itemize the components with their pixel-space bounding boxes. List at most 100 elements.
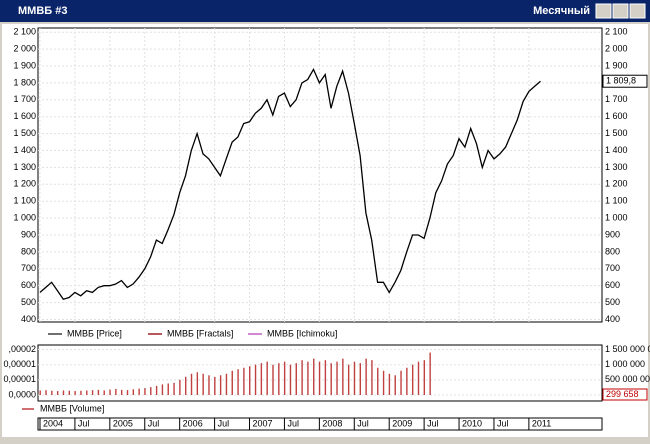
x-tick-label: 2004: [43, 418, 63, 428]
volume-bar: [318, 361, 321, 395]
volume-bar: [283, 361, 286, 395]
x-tick-label: Jul: [497, 418, 509, 428]
volume-bar: [272, 364, 274, 395]
volume-bar: [411, 364, 414, 395]
volume-bar: [74, 391, 76, 395]
y-tick-label: 500: [21, 297, 36, 307]
y-tick-label: 1 300: [13, 162, 36, 172]
close-button[interactable]: [629, 3, 646, 19]
volume-bar: [51, 390, 53, 395]
volume-bar: [324, 360, 327, 395]
y-tick-label-right: 1 000: [605, 212, 628, 222]
volume-bar: [347, 364, 350, 395]
volume-bar: [62, 390, 65, 395]
volume-bar: [237, 369, 239, 395]
volume-tick-label: 1 500 000 0: [605, 344, 650, 354]
volume-bar: [336, 361, 338, 395]
x-tick-label: Jul: [427, 418, 439, 428]
volume-bar: [173, 382, 175, 395]
maximize-button[interactable]: [612, 3, 629, 19]
volume-left-label: ,00002: [8, 344, 36, 354]
volume-bar: [190, 373, 193, 395]
volume-bar: [266, 361, 268, 395]
y-tick-label-right: 400: [605, 314, 620, 324]
volume-bar: [307, 361, 309, 395]
volume-bar: [301, 360, 303, 395]
volume-bar: [243, 367, 245, 395]
volume-bar: [225, 373, 228, 395]
volume-bar: [120, 389, 123, 395]
y-tick-label: 1 800: [13, 77, 36, 87]
x-tick-label: 2011: [532, 418, 551, 428]
volume-bar: [45, 390, 47, 395]
volume-bar: [185, 376, 187, 395]
volume-bar: [406, 367, 408, 395]
window-title: ММВБ #3: [18, 5, 67, 17]
volume-bar: [429, 352, 431, 395]
y-tick-label-right: 600: [605, 280, 620, 290]
y-tick-label: 1 100: [13, 196, 36, 206]
x-tick-label: 2005: [113, 418, 133, 428]
volume-bar: [423, 360, 426, 395]
plot-frame: [37, 27, 603, 323]
legend-label: ММВБ [Fractals]: [167, 328, 233, 338]
volume-legend-label: ММВБ [Volume]: [40, 403, 104, 413]
volume-bar: [295, 363, 297, 395]
volume-bar: [400, 370, 402, 395]
y-tick-label-right: 1 700: [605, 94, 628, 104]
y-tick-label-right: 1 600: [605, 111, 628, 121]
y-tick-label-right: 500: [605, 297, 620, 307]
volume-bar: [371, 360, 373, 395]
y-tick-label: 600: [21, 280, 36, 290]
y-tick-label: 1 500: [13, 128, 36, 138]
volume-bar: [167, 383, 169, 395]
y-tick-label-right: 2 000: [605, 43, 628, 53]
volume-bar: [254, 364, 257, 395]
volume-bar: [231, 370, 233, 395]
volume-last-value: 299 658: [606, 389, 639, 399]
minimize-button[interactable]: [595, 3, 612, 19]
volume-bar: [109, 389, 111, 395]
volume-bar: [155, 385, 158, 395]
y-tick-label: 2 000: [13, 43, 36, 53]
volume-bar: [91, 390, 94, 395]
volume-bar: [365, 358, 367, 395]
volume-bar: [353, 361, 356, 395]
volume-bar: [179, 379, 181, 395]
y-tick-label: 400: [21, 314, 36, 324]
y-tick-label-right: 1 100: [605, 196, 628, 206]
y-tick-label: 1 700: [13, 94, 36, 104]
volume-bar: [150, 387, 152, 395]
volume-bar: [278, 363, 280, 395]
volume-bar: [115, 388, 117, 395]
y-tick-label-right: 1 500: [605, 128, 628, 138]
volume-bar: [342, 358, 344, 395]
y-tick-label: 1 000: [13, 212, 36, 222]
volume-bar: [249, 366, 251, 395]
volume-bar: [382, 370, 385, 395]
y-tick-label: 700: [21, 263, 36, 273]
volume-tick-label: 1 000 000: [605, 359, 645, 369]
volume-bar: [161, 384, 164, 395]
volume-bar: [138, 388, 140, 395]
x-tick-label: Jul: [357, 418, 369, 428]
volume-bar: [97, 389, 100, 395]
y-tick-label-right: 700: [605, 263, 620, 273]
y-tick-label-right: 2 100: [605, 27, 628, 37]
volume-left-label: 0,00001: [3, 374, 36, 384]
volume-bar: [132, 389, 135, 395]
title-bar: [0, 0, 650, 22]
last-value-box: [602, 74, 648, 88]
volume-bar: [359, 363, 361, 395]
volume-bar: [260, 363, 263, 395]
y-tick-label: 1 600: [13, 111, 36, 121]
legend-label: ММВБ [Price]: [67, 328, 122, 338]
volume-bar: [219, 375, 222, 395]
x-tick-label: Jul: [218, 418, 230, 428]
y-tick-label: 2 100: [13, 27, 36, 37]
time-axis: [37, 417, 603, 431]
x-tick-label: 2007: [253, 418, 273, 428]
volume-bar: [388, 373, 391, 395]
y-tick-label: 1 200: [13, 179, 36, 189]
